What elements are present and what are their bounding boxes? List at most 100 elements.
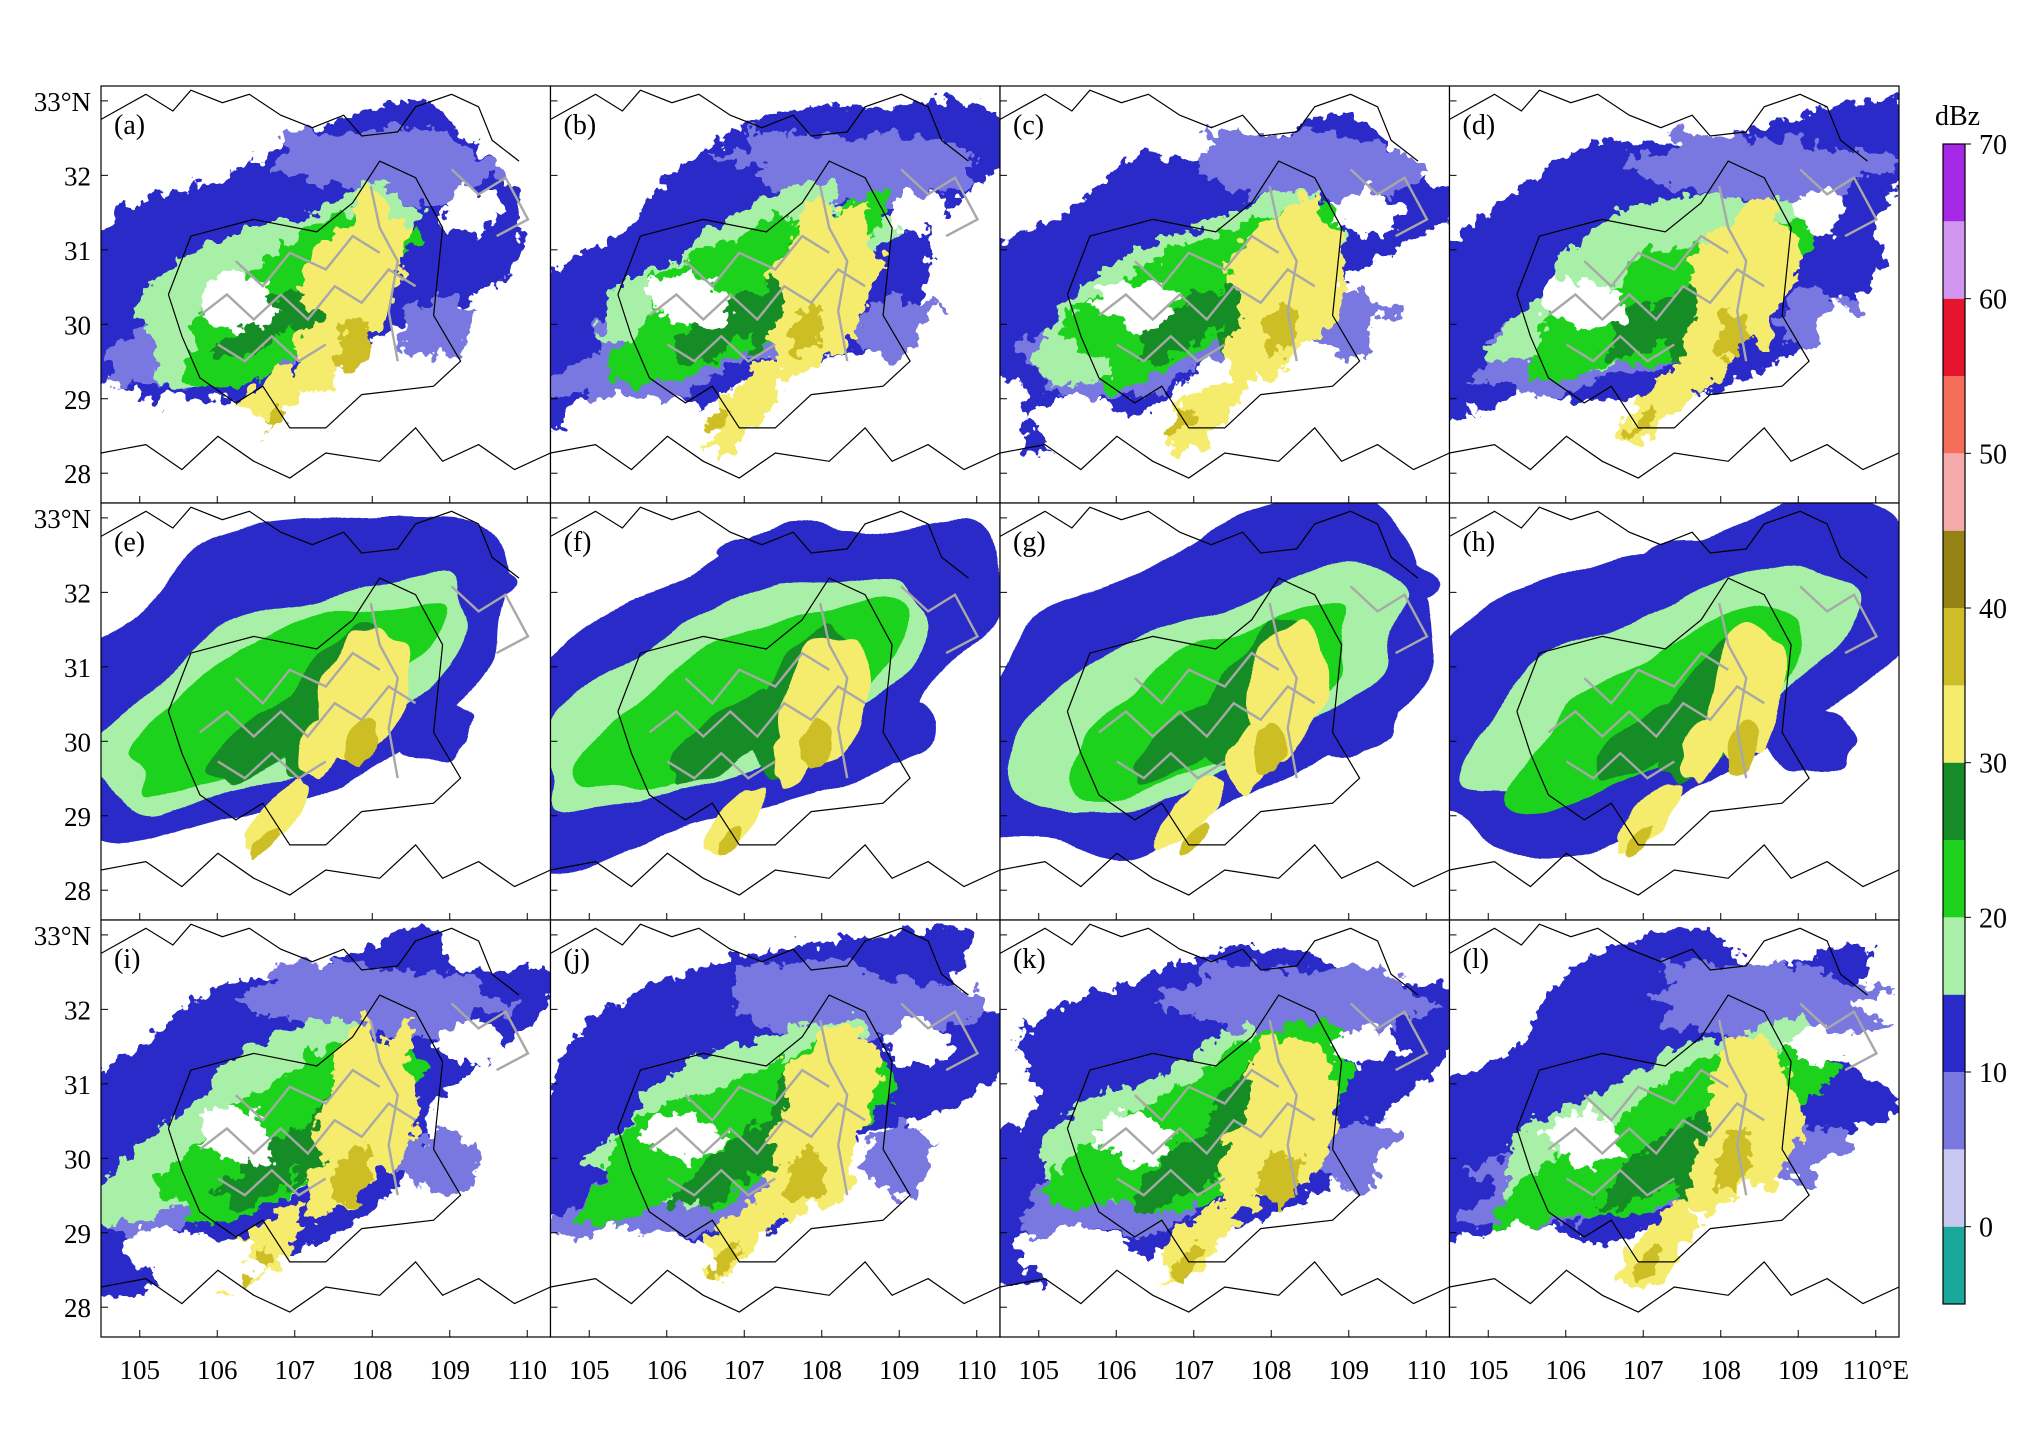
- echo-region: [698, 363, 781, 453]
- reflectivity-field: [1000, 113, 1450, 463]
- echo-region: [293, 306, 350, 394]
- county-boundary: [217, 1168, 327, 1197]
- colorbar-level: [1943, 144, 1965, 222]
- province-boundary: [1449, 844, 1899, 896]
- panel-label: (j): [564, 944, 590, 975]
- county-boundary: [199, 684, 417, 739]
- longitude-label: 109: [879, 1355, 920, 1385]
- colorbar-level: [1943, 994, 1965, 1072]
- province-boundary: [617, 160, 911, 429]
- colorbar-level: [1943, 530, 1965, 608]
- no-echo-region: [1365, 301, 1445, 409]
- echo-region: [319, 629, 409, 761]
- county-boundary: [1098, 1101, 1316, 1156]
- county-boundary: [369, 1019, 399, 1196]
- longitude-label: 106: [1546, 1355, 1587, 1385]
- panel-label: (c): [1013, 110, 1044, 141]
- echo-region: [1254, 721, 1287, 772]
- reflectivity-field: [1449, 98, 1899, 461]
- colorbar-level: [1943, 840, 1965, 918]
- no-echo-region: [119, 395, 272, 464]
- echo-region: [1218, 1129, 1276, 1224]
- county-boundary: [1718, 185, 1748, 362]
- county-boundary: [1349, 168, 1429, 238]
- echo-region: [791, 301, 824, 357]
- reflectivity-colorbar: dBz 0 10 20 30 40 50 60 70: [1935, 101, 2007, 1305]
- county-boundary: [1547, 1101, 1765, 1156]
- map-panel: (g): [999, 502, 1451, 921]
- colorbar-tick-label: 70: [1979, 130, 2007, 161]
- no-echo-region: [441, 189, 502, 235]
- admin-boundaries: [101, 506, 551, 896]
- county-boundary: [1583, 1068, 1729, 1122]
- colorbar-tick-label: 20: [1979, 903, 2007, 934]
- no-echo-region: [1332, 1023, 1405, 1067]
- county-boundary: [234, 234, 381, 288]
- county-boundary: [819, 1019, 849, 1196]
- panel-label: (i): [114, 944, 140, 975]
- echo-region: [239, 963, 523, 1039]
- province-boundary: [1066, 994, 1361, 1263]
- province-boundary: [167, 160, 462, 429]
- longitude-label: 107: [724, 1355, 765, 1385]
- province-boundary: [101, 89, 520, 162]
- longitude-label: 107: [1623, 1355, 1664, 1385]
- county-boundary: [666, 334, 776, 363]
- county-boundary: [1116, 334, 1226, 363]
- county-boundary: [1098, 684, 1316, 739]
- longitude-label: 105: [120, 1355, 161, 1385]
- echo-region: [668, 690, 785, 787]
- admin-boundaries: [1000, 923, 1450, 1313]
- province-boundary: [101, 844, 551, 896]
- admin-boundaries: [550, 506, 1000, 896]
- map-panel: (k): [999, 919, 1451, 1338]
- province-boundary: [1449, 923, 1868, 996]
- colorbar-tick-label: 10: [1979, 1058, 2007, 1089]
- county-boundary: [217, 751, 327, 780]
- map-panel: (d): [1448, 85, 1900, 504]
- county-boundary: [1583, 651, 1729, 705]
- county-boundary: [450, 168, 530, 238]
- county-boundary: [1098, 267, 1316, 322]
- panel-label: (f): [564, 527, 592, 558]
- county-boundary: [1547, 684, 1765, 739]
- echo-region: [853, 292, 944, 363]
- echo-region: [268, 126, 505, 205]
- echo-region: [675, 288, 778, 368]
- echo-region: [252, 829, 279, 861]
- longitude-label: 109: [430, 1355, 471, 1385]
- province-boundary: [101, 427, 551, 479]
- province-boundary: [101, 923, 520, 996]
- echo-region: [1764, 702, 1859, 774]
- echo-region: [1152, 1193, 1243, 1284]
- county-boundary: [369, 602, 399, 779]
- colorbar-level: [1943, 762, 1965, 840]
- map-panel: (f): [549, 502, 1001, 921]
- longitude-axis: 105 106 107 108 109 110 105 106 107 108 109 110 105 1…: [120, 1355, 1910, 1385]
- echo-region: [845, 690, 939, 764]
- province-boundary: [1066, 160, 1361, 429]
- echo-region: [344, 715, 379, 769]
- echo-region: [297, 713, 341, 783]
- echo-region: [1624, 824, 1652, 856]
- county-boundary: [1116, 751, 1226, 780]
- echo-region: [1178, 824, 1208, 857]
- province-boundary: [1449, 89, 1868, 162]
- longitude-label: 110: [1407, 1355, 1447, 1385]
- echo-region: [1171, 1246, 1203, 1282]
- county-boundary: [234, 1068, 381, 1122]
- no-echo-region: [884, 1020, 951, 1066]
- no-echo-region: [465, 306, 540, 416]
- longitude-label: 108: [1251, 1355, 1292, 1385]
- latitude-label: 32: [64, 161, 91, 191]
- latitude-label: 28: [64, 876, 91, 906]
- no-echo-region: [1782, 1024, 1852, 1065]
- longitude-label: 105: [1468, 1355, 1509, 1385]
- echo-region: [1681, 714, 1726, 785]
- admin-boundaries: [101, 923, 551, 1313]
- county-boundary: [199, 1101, 417, 1156]
- echo-region: [336, 313, 371, 371]
- longitude-label: 108: [352, 1355, 393, 1385]
- latitude-label: 32: [64, 578, 91, 608]
- province-boundary: [101, 1261, 551, 1313]
